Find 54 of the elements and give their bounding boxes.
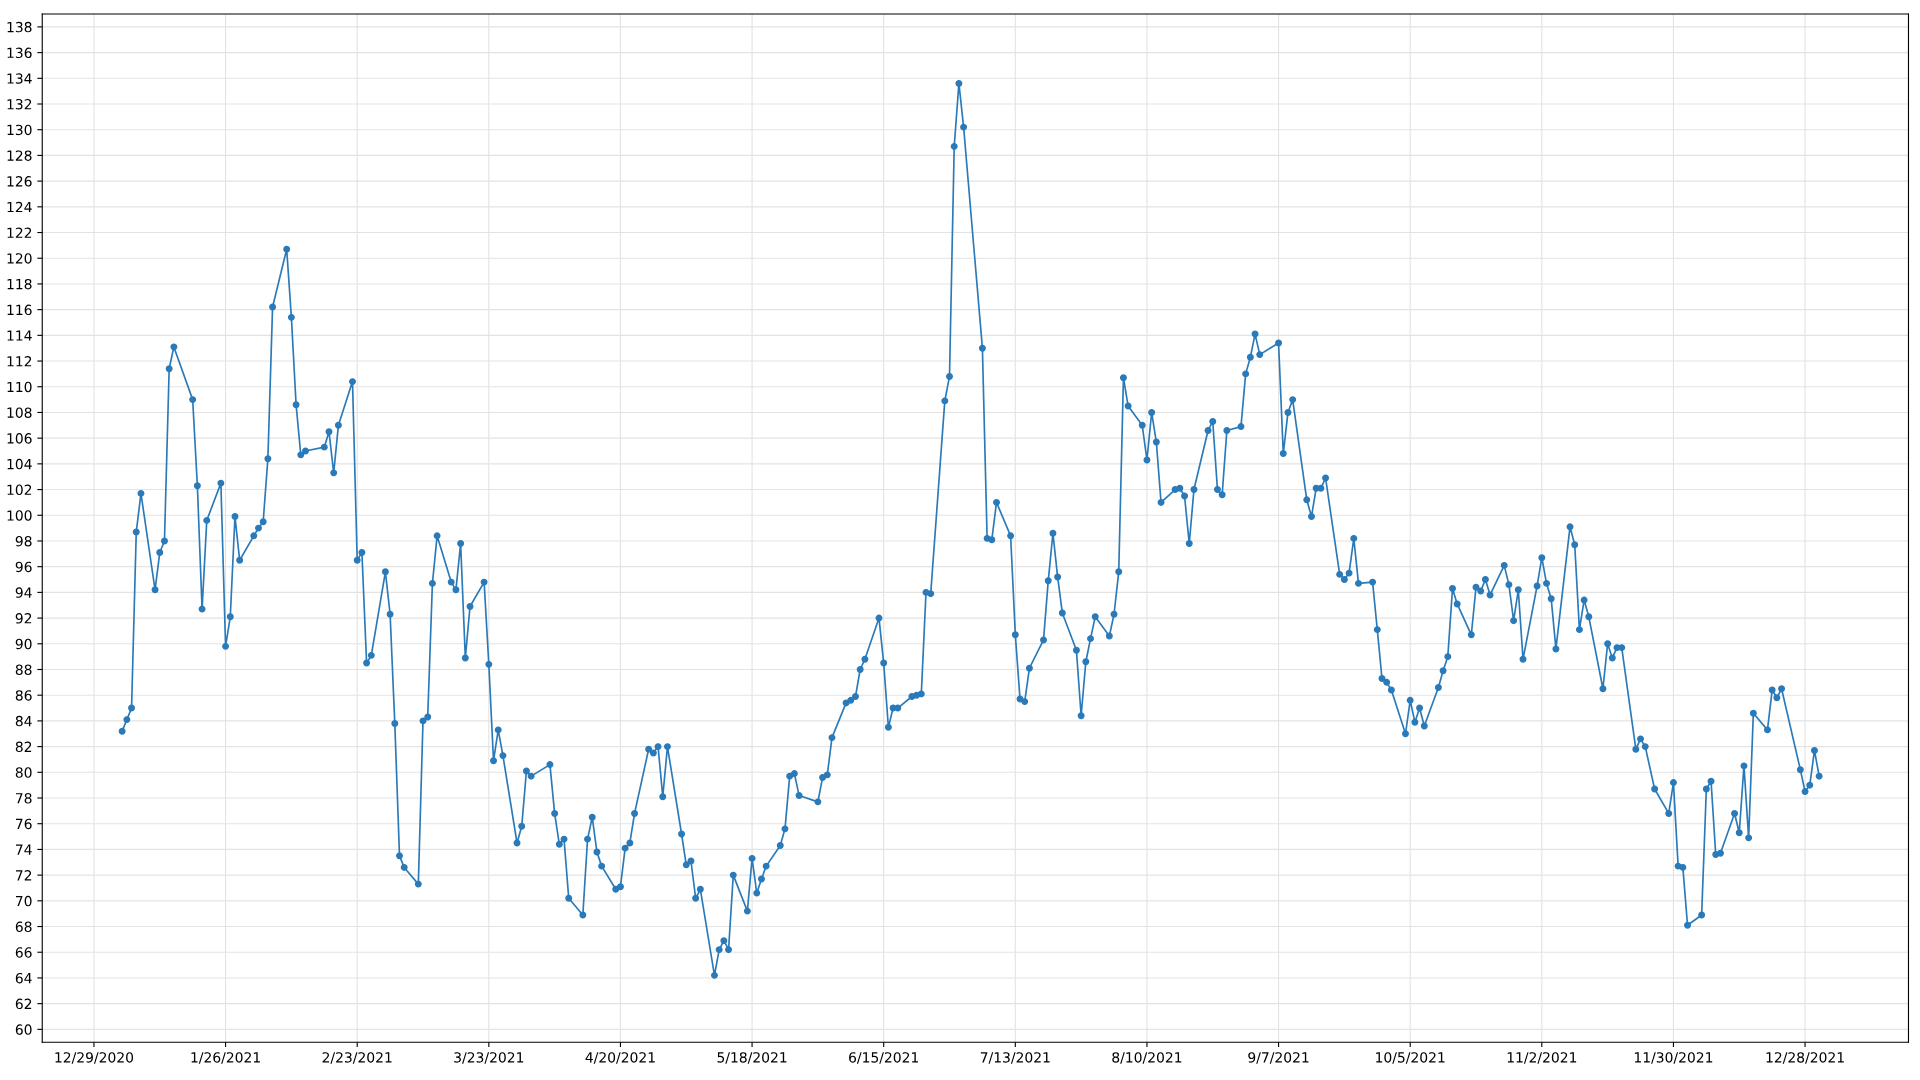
y-tick-label: 126	[7, 176, 32, 187]
y-tick-label: 64	[15, 972, 32, 984]
x-tick-label: 8/10/2021	[1112, 1052, 1182, 1064]
x-tick-label: 7/13/2021	[980, 1052, 1050, 1064]
y-tick-label: 66	[15, 947, 32, 958]
y-tick-label: 116	[7, 304, 32, 316]
x-tick-label: 9/7/2021	[1248, 1052, 1309, 1064]
y-tick-label: 84	[15, 715, 32, 727]
y-tick-label: 104	[7, 458, 32, 470]
y-tick-label: 88	[15, 664, 32, 675]
y-tick-label: 108	[7, 407, 32, 418]
x-tick-label: 4/20/2021	[585, 1052, 655, 1064]
y-tick-label: 98	[15, 535, 32, 547]
y-tick-label: 134	[7, 73, 32, 84]
x-tick-label: 12/28/2021	[1766, 1052, 1844, 1064]
x-tick-label: 11/2/2021	[1507, 1052, 1577, 1064]
y-tick-label: 114	[7, 330, 32, 341]
y-tick-label: 68	[15, 921, 32, 933]
y-tick-label: 74	[15, 844, 32, 855]
y-tick-label: 120	[7, 253, 32, 264]
x-tick-label: 1/26/2021	[191, 1052, 260, 1064]
y-tick-label: 112	[7, 356, 32, 367]
y-tick-label: 70	[15, 895, 32, 907]
y-tick-label: 122	[7, 227, 32, 238]
y-tick-label: 106	[7, 433, 32, 444]
y-tick-label: 136	[7, 47, 32, 59]
x-tick-label: 11/30/2021	[1634, 1052, 1713, 1064]
x-tick-label: 12/29/2020	[55, 1052, 134, 1064]
x-tick-label: 5/18/2021	[717, 1052, 787, 1064]
x-tick-label: 3/23/2021	[454, 1052, 524, 1064]
y-tick-label: 124	[7, 201, 32, 213]
y-tick-label: 100	[7, 510, 32, 521]
x-tick-label: 6/15/2021	[849, 1052, 919, 1064]
y-tick-label: 102	[7, 484, 32, 496]
y-tick-label: 78	[15, 792, 32, 804]
y-tick-label: 128	[7, 150, 32, 161]
y-tick-label: 94	[15, 587, 32, 598]
y-tick-label: 76	[15, 818, 32, 830]
y-tick-label: 110	[7, 381, 32, 393]
y-tick-label: 96	[15, 561, 32, 573]
y-tick-label: 82	[15, 741, 32, 753]
y-tick-label: 118	[7, 278, 32, 290]
y-tick-label: 86	[15, 690, 32, 701]
y-tick-label: 130	[7, 124, 32, 136]
x-tick-label: 2/23/2021	[322, 1052, 392, 1064]
y-tick-label: 132	[7, 98, 32, 110]
y-tick-label: 72	[15, 870, 32, 881]
y-tick-label: 138	[7, 21, 32, 33]
y-tick-label: 62	[15, 998, 32, 1010]
y-tick-label: 92	[15, 613, 32, 624]
y-tick-label: 80	[15, 767, 32, 778]
x-tick-label: 10/5/2021	[1376, 1052, 1445, 1064]
y-tick-label: 60	[15, 1024, 32, 1035]
y-tick-label: 90	[15, 638, 32, 650]
